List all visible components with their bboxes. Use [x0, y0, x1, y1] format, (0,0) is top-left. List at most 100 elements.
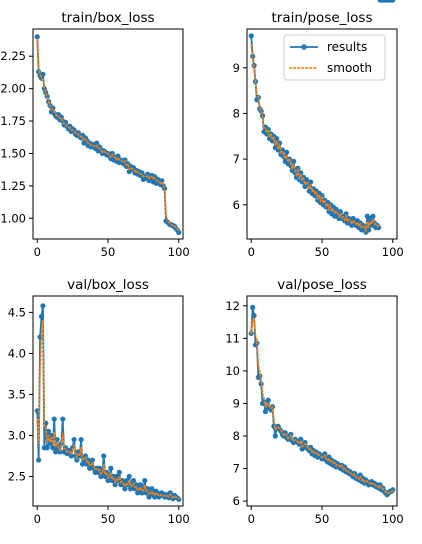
train-pose-loss-results-point [291, 158, 297, 164]
val-box-loss-results-point [142, 477, 148, 484]
val-box-loss-results-point [96, 465, 103, 471]
train-pose-loss-results-point [333, 206, 339, 212]
val-box-loss-results-point [123, 477, 129, 484]
val-pose-loss-x-tick-label: 50 [315, 512, 330, 526]
train-box-loss-results-point [145, 171, 151, 177]
train-pose-loss-results-point [366, 227, 372, 233]
train-pose-loss-title: train/pose_loss [272, 10, 373, 26]
train-box-loss-x-tick-label: 0 [34, 245, 41, 259]
val-pose-loss-title: val/pose_loss [277, 277, 367, 293]
val-box-loss-results-point [149, 486, 155, 492]
val-box-loss-results-point [78, 436, 84, 443]
train-pose-loss-results-point [274, 135, 280, 142]
val-box-loss-results-point [122, 486, 128, 492]
val-box-loss-x-tick-label: 50 [101, 512, 116, 526]
train-pose-loss-y-tick-label: 6 [233, 198, 240, 212]
val-box-loss-results-point [36, 457, 42, 463]
val-pose-loss-y-tick-label: 11 [225, 331, 240, 345]
train-pose-loss-results-point [284, 149, 290, 155]
val-box-loss-results-point [145, 486, 151, 492]
train-pose-loss-x-tick-label: 100 [382, 245, 404, 259]
train-box-loss-results-point [159, 178, 165, 184]
val-box-loss-y-tick-label: 3.0 [8, 428, 26, 442]
train-box-loss-panel: train/box_loss 0 50 100 1.00 1.25 1.50 1.75 2.00… [0, 10, 189, 259]
train-pose-loss-results-point [276, 140, 283, 146]
train-box-loss-x-tick-label: 50 [101, 245, 116, 259]
val-box-loss-results-point [105, 477, 111, 484]
val-pose-loss-results-point [265, 397, 271, 403]
val-box-loss-results-point [116, 469, 122, 475]
val-box-loss-results-point [79, 461, 86, 467]
val-box-loss-results-point [89, 457, 96, 463]
train-box-loss-results-point [115, 153, 121, 159]
val-box-loss-results-point [139, 490, 145, 496]
train-box-loss-y-tick-label: 1.50 [0, 146, 26, 160]
val-box-loss-x-tick-label: 0 [34, 512, 41, 526]
val-pose-loss-y-tick-label: 8 [233, 429, 240, 443]
train-box-loss-x-tick-label: 100 [168, 245, 190, 259]
val-box-loss-results-point [101, 453, 107, 459]
val-box-loss-results-point [87, 465, 93, 471]
val-box-loss-results-point [71, 436, 77, 443]
val-pose-loss-y-tick-label: 12 [225, 299, 240, 313]
train-pose-loss-results-point [308, 179, 314, 185]
legend-results-marker [301, 44, 307, 50]
train-pose-loss-results-point [269, 138, 276, 144]
val-box-loss-results-point [126, 473, 132, 480]
train-pose-loss-results-point [248, 33, 254, 39]
val-pose-loss-y-tick-label: 7 [233, 462, 240, 476]
train-pose-loss-results-point [299, 179, 305, 185]
val-box-loss-results-point [113, 473, 120, 480]
val-box-loss-results-point [45, 428, 52, 434]
val-box-loss-results-point [68, 453, 74, 459]
train-pose-loss-panel: train/pose_loss 0 50 100 6 7 8 9 results smooth [233, 0, 404, 259]
train-box-loss-smooth-line [36, 38, 180, 233]
val-box-loss-results-point [152, 494, 158, 500]
train-box-loss-results-point [40, 71, 46, 77]
val-box-loss-results-point [112, 482, 118, 488]
train-box-loss-results-point [122, 157, 128, 163]
train-pose-loss-y-tick-label: 9 [233, 61, 240, 75]
train-pose-loss-results-point [337, 209, 343, 215]
val-pose-loss-results-point [298, 436, 304, 442]
train-pose-loss-x-tick-label: 0 [248, 245, 255, 259]
val-box-loss-results-point [50, 445, 56, 451]
val-box-loss-results-point [130, 477, 137, 484]
train-pose-loss-results-point [303, 177, 310, 183]
train-pose-loss-results-point [350, 215, 356, 222]
train-box-loss-results-point [34, 34, 40, 40]
train-pose-loss-y-tick-label: 8 [233, 106, 240, 120]
val-box-loss-results-point [82, 453, 88, 459]
val-box-loss-results-point [133, 482, 139, 488]
train-box-loss-title: train/box_loss [61, 10, 154, 26]
val-box-loss-smooth-line [36, 320, 180, 500]
train-box-loss-results-point [176, 229, 182, 236]
val-box-loss-results-point [108, 465, 114, 471]
train-pose-loss-results-point [370, 213, 376, 219]
val-box-loss-results-point [47, 441, 53, 447]
val-box-loss-panel: val/box_loss 0 50 100 2.5 3.0 3.5 4.0 4.5 [8, 277, 190, 526]
val-pose-loss-y-tick-label: 10 [225, 364, 240, 378]
val-box-loss-results-point [128, 486, 134, 492]
val-box-loss-results-point [38, 313, 45, 320]
train-box-loss-results-point [94, 140, 100, 146]
train-box-loss-y-tick-label: 1.25 [0, 179, 26, 193]
val-pose-loss-x-tick-label: 0 [248, 512, 255, 526]
val-pose-loss-panel: val/pose_loss 0 50 100 6 7 8 9 10 11 12 [225, 277, 403, 526]
val-pose-loss-x-tick-label: 100 [382, 512, 404, 526]
val-box-loss-results-point [44, 445, 50, 451]
val-box-loss-results-point [98, 473, 104, 480]
val-box-loss-y-tick-label: 4.0 [8, 346, 26, 360]
val-pose-loss-results-point [262, 408, 268, 415]
val-pose-loss-results-point [251, 312, 257, 319]
legend-results-label: results [327, 40, 367, 54]
legend-smooth-label: smooth [327, 61, 372, 75]
val-box-loss-results-point [48, 432, 55, 439]
val-box-loss-results-point [146, 494, 152, 500]
val-pose-loss-smooth-line [250, 317, 394, 495]
val-box-loss-y-tick-label: 3.5 [8, 387, 26, 401]
train-pose-loss-x-tick-label: 50 [315, 245, 330, 259]
val-pose-loss-y-tick-label: 6 [233, 494, 240, 508]
